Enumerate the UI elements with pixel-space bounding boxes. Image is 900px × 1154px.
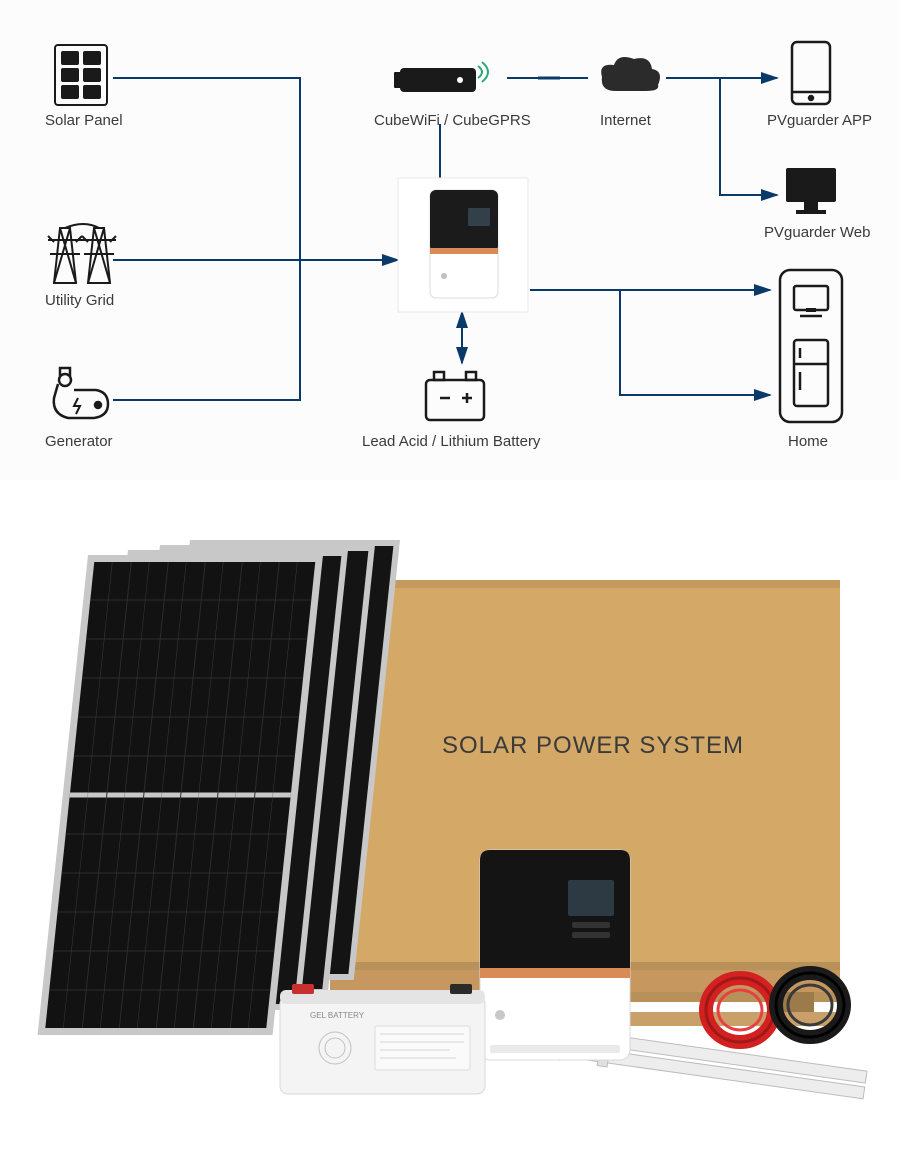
generator-label: Generator <box>45 433 113 450</box>
battery-label: Lead Acid / Lithium Battery <box>362 433 540 450</box>
box-label: SOLAR POWER SYSTEM <box>442 732 744 760</box>
solar-panel-stack <box>38 540 400 1035</box>
svg-text:GEL BATTERY: GEL BATTERY <box>310 1011 365 1020</box>
product-packshot: GEL BATTERY SOLAR POWER SYSTEM <box>0 480 900 1154</box>
inverter-icon <box>398 178 528 312</box>
pvguarder-web-label: PVguarder Web <box>764 224 870 241</box>
internet-icon <box>601 57 660 91</box>
solar-panel-icon <box>55 45 107 105</box>
cubewifi-icon <box>394 62 488 92</box>
battery-product: GEL BATTERY <box>280 984 485 1094</box>
internet-label: Internet <box>600 112 651 129</box>
inverter-product <box>480 850 630 1060</box>
cubewifi-label: CubeWiFi / CubeGPRS <box>374 112 531 129</box>
pvguarder-web-icon <box>786 168 836 214</box>
utility-grid-label: Utility Grid <box>45 292 114 309</box>
home-label: Home <box>788 433 828 450</box>
pvguarder-app-label: PVguarder APP <box>767 112 872 129</box>
utility-grid-icon <box>48 224 116 283</box>
system-diagram: Solar Panel Utility Grid Generator CubeW… <box>0 0 900 480</box>
solar-panel-label: Solar Panel <box>45 112 123 129</box>
pvguarder-app-icon <box>792 42 830 104</box>
generator-icon <box>54 368 108 418</box>
battery-icon <box>426 372 484 420</box>
home-icon <box>780 270 842 422</box>
